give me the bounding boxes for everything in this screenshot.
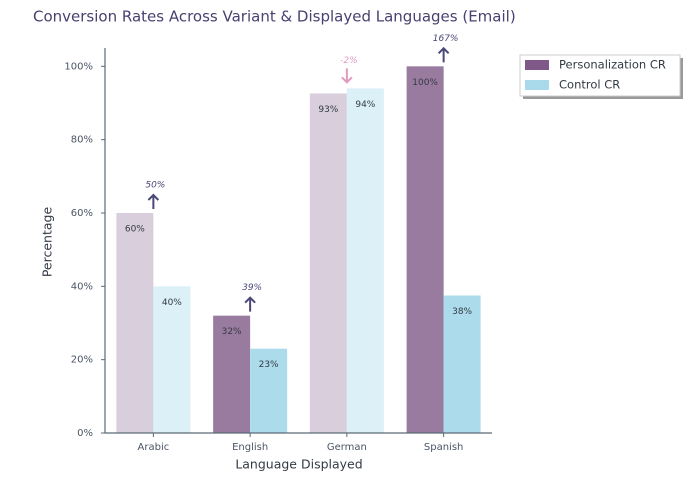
legend-label: Control CR <box>559 78 620 92</box>
x-tick-label: Spanish <box>424 442 464 453</box>
value-label: 23% <box>259 360 279 370</box>
y-tick-label: 100% <box>64 61 93 72</box>
value-label: 60% <box>125 225 145 235</box>
lift-label: 39% <box>242 283 262 293</box>
x-tick-label: English <box>232 442 268 453</box>
bar <box>443 295 481 433</box>
y-tick-label: 0% <box>77 428 93 439</box>
lift-arrow <box>244 296 256 312</box>
lift-arrow <box>147 193 160 209</box>
y-tick-label: 40% <box>71 281 93 292</box>
legend-swatch <box>525 60 549 70</box>
y-tick-label: 80% <box>71 135 93 146</box>
bar <box>346 88 384 433</box>
y-axis-label: Percentage <box>40 207 55 278</box>
bar <box>309 93 347 433</box>
value-label: 94% <box>355 100 375 110</box>
lift-label: 167% <box>433 34 459 44</box>
bar <box>153 286 191 433</box>
value-label: 40% <box>162 298 182 308</box>
value-label: 32% <box>222 327 242 337</box>
value-label: 93% <box>318 105 338 115</box>
bar <box>116 213 154 433</box>
x-axis-label: Language Displayed <box>235 457 362 472</box>
value-label: 100% <box>412 78 438 88</box>
bar <box>406 66 444 433</box>
legend-swatch <box>525 80 549 90</box>
chart-title: Conversion Rates Across Variant & Displa… <box>33 8 516 26</box>
lift-label: -2% <box>340 56 358 66</box>
bar <box>213 315 251 433</box>
x-tick-label: German <box>327 442 367 453</box>
lift-arrow <box>437 46 450 63</box>
lift-label: 50% <box>145 181 165 191</box>
lift-arrow <box>341 68 353 84</box>
x-tick-label: Arabic <box>138 442 170 453</box>
value-label: 38% <box>452 307 472 317</box>
bar <box>250 348 288 433</box>
y-tick-label: 60% <box>71 208 93 219</box>
legend-label: Personalization CR <box>559 58 666 72</box>
y-tick-label: 20% <box>71 355 93 366</box>
